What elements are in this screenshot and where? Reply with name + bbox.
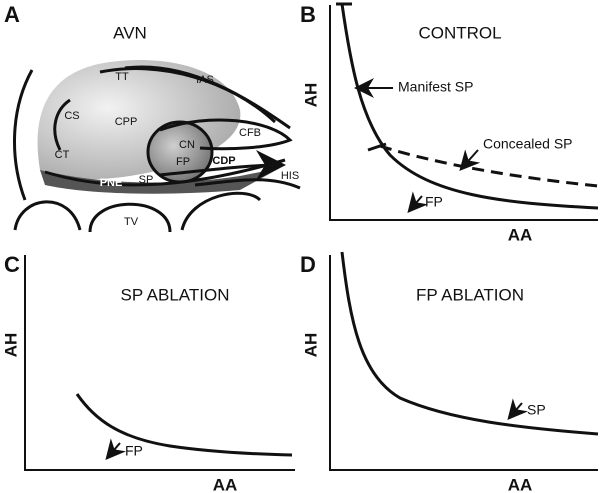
- arrow: [105, 438, 127, 461]
- anatomy-label: TV: [124, 216, 139, 228]
- dashed-curve: [379, 144, 599, 188]
- x-axis-label: AA: [508, 225, 533, 244]
- curve: [75, 393, 293, 457]
- panel-title: CONTROL: [418, 23, 501, 42]
- x-axis-label: AA: [508, 475, 533, 493]
- anatomy-label: PNE: [100, 177, 123, 189]
- y-axis-label: AH: [301, 83, 320, 108]
- panel-letter: A: [4, 2, 20, 27]
- anatomy-label: CFB: [239, 127, 261, 139]
- annotation: SP: [527, 402, 546, 418]
- tick: [336, 2, 387, 152]
- anatomy-label: HIS: [281, 170, 299, 182]
- arrow: [407, 191, 429, 214]
- curve: [340, 3, 599, 210]
- anatomy-label: CT: [55, 149, 70, 161]
- panel-letter: B: [300, 2, 316, 27]
- anatomy-label: CS: [64, 110, 79, 122]
- panel-letter: D: [300, 252, 316, 277]
- anatomy-label: FP: [176, 156, 190, 168]
- y-axis-label: AH: [301, 333, 320, 358]
- panel-title: SP ABLATION: [121, 285, 230, 304]
- panel-title: FP ABLATION: [416, 285, 524, 304]
- y-axis-label: AH: [1, 333, 20, 358]
- anatomy-label: CDP: [212, 155, 235, 167]
- panel-title: AVN: [113, 23, 147, 42]
- arrow: [507, 398, 529, 421]
- curve: [340, 251, 599, 436]
- x-axis-label: AA: [213, 475, 238, 493]
- annotation: Manifest SP: [398, 79, 473, 95]
- anatomy-label: CPP: [115, 116, 138, 128]
- anatomy-label: TT: [115, 71, 129, 83]
- anatomy-label: SP: [139, 174, 154, 186]
- panel-a-drawing: [13, 60, 301, 233]
- annotation: FP: [125, 443, 143, 459]
- annotation: FP: [425, 194, 443, 210]
- anatomy-label: IAS: [196, 74, 214, 86]
- axes: [24, 255, 295, 471]
- panel-letter: C: [4, 252, 20, 277]
- annotation: Concealed SP: [483, 136, 573, 152]
- axes: [329, 255, 598, 471]
- axes: [329, 5, 598, 221]
- anatomy-label: CN: [179, 139, 195, 151]
- arrow: [459, 149, 481, 171]
